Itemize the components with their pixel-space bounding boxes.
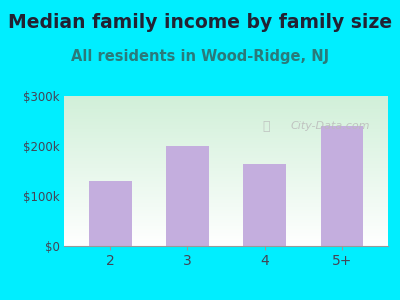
Bar [166,146,209,246]
Text: All residents in Wood-Ridge, NJ: All residents in Wood-Ridge, NJ [71,50,329,64]
Text: Median family income by family size: Median family income by family size [8,14,392,32]
Bar [243,164,286,246]
Bar [320,126,363,246]
Text: City-Data.com: City-Data.com [291,121,370,131]
Bar [89,181,132,246]
Text: ⓒ: ⓒ [263,119,270,133]
